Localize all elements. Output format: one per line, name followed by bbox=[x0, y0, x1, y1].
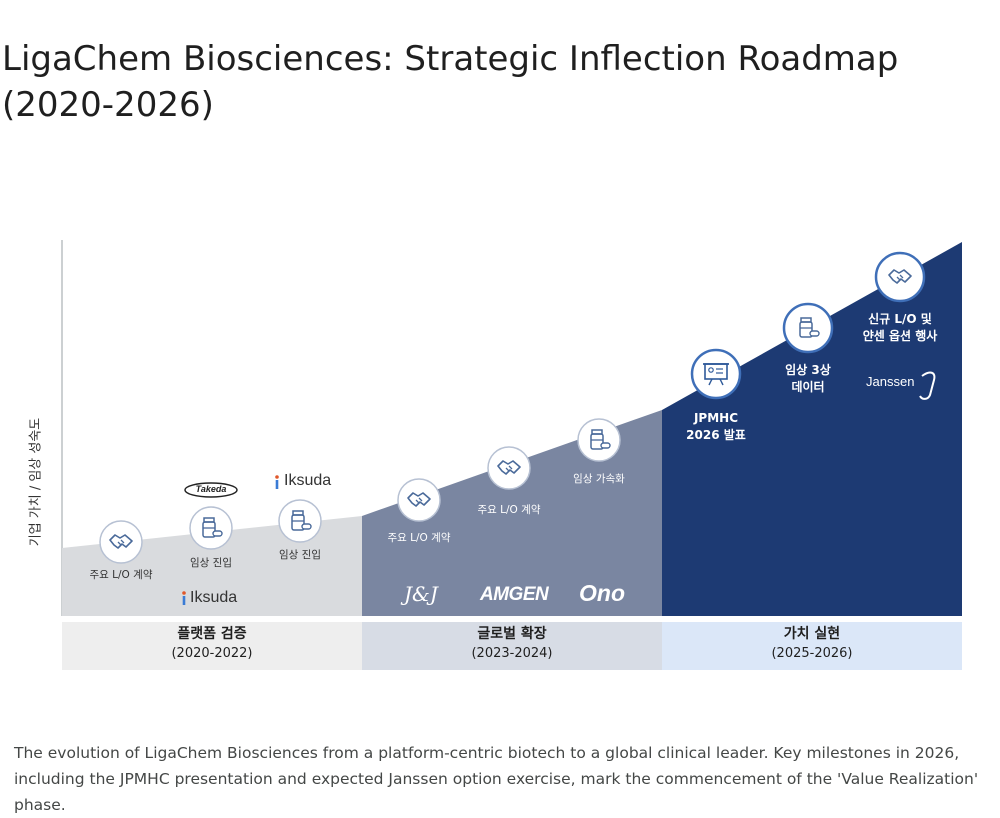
milestone-label: 임상 3상 데이터 bbox=[768, 362, 848, 396]
figure-caption: The evolution of LigaChem Biosciences fr… bbox=[14, 743, 979, 814]
iksuda-mark-icon bbox=[275, 475, 279, 489]
takeda-logo: Takeda bbox=[195, 484, 227, 494]
milestone-label-line: 임상 3상 bbox=[785, 363, 831, 377]
milestone-label-line: 신규 L/O 및 bbox=[868, 312, 932, 326]
janssen-mark-icon bbox=[919, 371, 936, 400]
phase-years: (2023-2024) bbox=[471, 646, 553, 661]
phase-years: (2025-2026) bbox=[771, 646, 853, 661]
handshake-icon bbox=[99, 520, 143, 564]
janssen-logo: Janssen bbox=[866, 374, 915, 389]
milestone-label: 주요 L/O 계약 bbox=[477, 504, 541, 516]
milestone-label: 주요 L/O 계약 bbox=[89, 569, 153, 581]
handshake-icon bbox=[397, 478, 441, 522]
medicine-bottle-icon bbox=[278, 499, 322, 543]
medicine-bottle-icon bbox=[189, 506, 233, 550]
milestone-label: 신규 L/O 및 얀센 옵션 행사 bbox=[850, 311, 950, 345]
phase-area-value bbox=[662, 242, 962, 616]
milestone-label-line: 데이터 bbox=[791, 380, 825, 394]
phase-name: 글로벌 확장 bbox=[477, 626, 547, 642]
milestone-label-line: 2026 발표 bbox=[686, 428, 746, 442]
handshake-icon bbox=[487, 446, 531, 490]
iksuda-mark-icon bbox=[182, 591, 186, 605]
milestone-label: 임상 가속화 bbox=[573, 473, 625, 485]
amgen-logo: AMGEN bbox=[480, 584, 549, 605]
phase-name: 플랫폼 검증 bbox=[177, 626, 247, 642]
handshake-icon bbox=[874, 251, 926, 303]
page-title: LigaChem Biosciences: Strategic Inflecti… bbox=[2, 39, 899, 125]
y-axis-label: 기업 가치 / 임상 성숙도 bbox=[28, 417, 44, 547]
milestone-label-line: JPMHC bbox=[693, 411, 739, 425]
iksuda-logo: Iksuda bbox=[284, 472, 332, 489]
presentation-board-icon bbox=[690, 348, 742, 400]
phase-bar-global bbox=[362, 622, 662, 670]
milestone-label: 주요 L/O 계약 bbox=[387, 532, 451, 544]
iksuda-logo: Iksuda bbox=[190, 589, 238, 606]
phase-bar-platform bbox=[62, 622, 362, 670]
phase-area-global bbox=[362, 410, 662, 616]
milestone-label: 임상 진입 bbox=[190, 557, 232, 569]
phase-label-global: 글로벌 확장 (2023-2024) bbox=[362, 624, 662, 664]
jnj-logo: J&J bbox=[404, 582, 438, 606]
phase-label-value: 가치 실현 (2025-2026) bbox=[662, 624, 962, 664]
milestone-label-line: 얀센 옵션 행사 bbox=[862, 329, 938, 343]
phase-bar-value bbox=[662, 622, 962, 670]
roadmap-diagram bbox=[61, 240, 962, 670]
phase-name: 가치 실현 bbox=[783, 626, 841, 642]
phase-label-platform: 플랫폼 검증 (2020-2022) bbox=[62, 624, 362, 664]
phase-years: (2020-2022) bbox=[171, 646, 253, 661]
milestone-label: JPMHC 2026 발표 bbox=[676, 410, 756, 444]
medicine-bottle-icon bbox=[577, 418, 621, 462]
medicine-bottle-icon bbox=[782, 302, 834, 354]
ono-logo: Ono bbox=[579, 580, 625, 606]
milestone-label: 임상 진입 bbox=[279, 549, 321, 561]
takeda-logo-ellipse bbox=[184, 482, 238, 498]
